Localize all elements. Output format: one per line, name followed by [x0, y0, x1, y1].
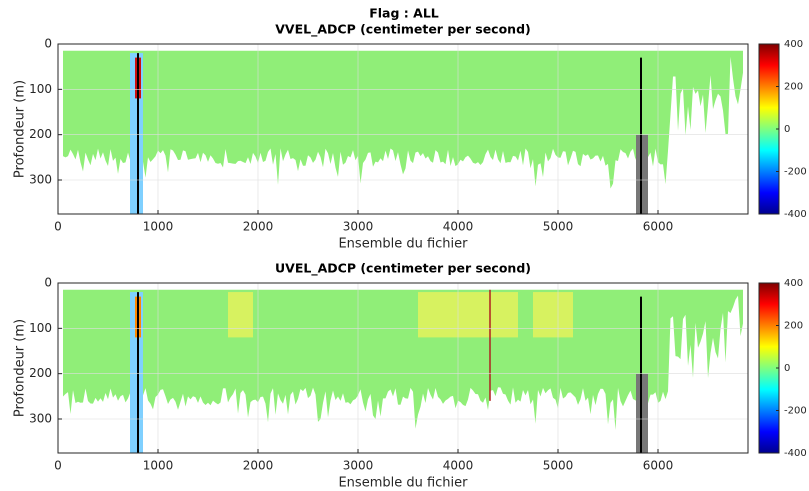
figure-title: Flag : ALL	[369, 6, 439, 21]
y-axis-label: Profondeur (m)	[13, 80, 28, 178]
y-tick-label: 0	[44, 276, 52, 290]
x-tick-label: 1000	[143, 220, 174, 234]
x-tick-label: 5000	[543, 220, 574, 234]
x-tick-label: 0	[54, 459, 62, 473]
x-axis-label: Ensemble du fichier	[338, 237, 468, 252]
colorbar-tick-label: -400	[784, 209, 807, 220]
colorbar-tick-label: 400	[784, 278, 803, 289]
plot-frame	[57, 43, 749, 215]
colorbar-tick-label: -200	[784, 406, 807, 417]
field-patch	[533, 292, 573, 338]
x-tick-label: 6000	[643, 220, 674, 234]
field	[63, 50, 743, 189]
y-tick-label: 200	[29, 127, 52, 141]
y-tick-label: 300	[29, 173, 52, 187]
colorbar-tick-label: -200	[784, 167, 807, 178]
y-tick-label: 200	[29, 366, 52, 380]
colorbar-tick-label: 200	[784, 321, 803, 332]
colorbar-tick-label: 0	[784, 363, 790, 374]
x-tick-label: 4000	[443, 220, 474, 234]
x-tick-label: 5000	[543, 459, 574, 473]
x-tick-label: 6000	[643, 459, 674, 473]
colorbar-tick-label: -400	[784, 448, 807, 459]
x-tick-label: 3000	[343, 220, 374, 234]
x-tick-label: 2000	[243, 220, 274, 234]
chart-title: UVEL_ADCP (centimeter per second)	[275, 261, 531, 277]
x-tick-label: 0	[54, 220, 62, 234]
y-tick-label: 300	[29, 412, 52, 426]
field-patch	[418, 292, 518, 338]
x-axis-label: Ensemble du fichier	[338, 476, 468, 491]
y-tick-label: 100	[29, 321, 52, 335]
x-tick-label: 2000	[243, 459, 274, 473]
chart-title: VVEL_ADCP (centimeter per second)	[275, 22, 531, 38]
y-axis-label: Profondeur (m)	[13, 319, 28, 417]
x-tick-label: 3000	[343, 459, 374, 473]
x-tick-label: 1000	[143, 459, 174, 473]
colorbar-tick-label: 0	[784, 124, 790, 135]
plot-frame	[57, 282, 749, 454]
y-tick-label: 100	[29, 82, 52, 96]
y-tick-label: 0	[44, 37, 52, 51]
colorbar-tick-label: 400	[784, 39, 803, 50]
colorbar-tick-label: 200	[784, 82, 803, 93]
x-tick-label: 4000	[443, 459, 474, 473]
field-patch	[228, 292, 253, 338]
